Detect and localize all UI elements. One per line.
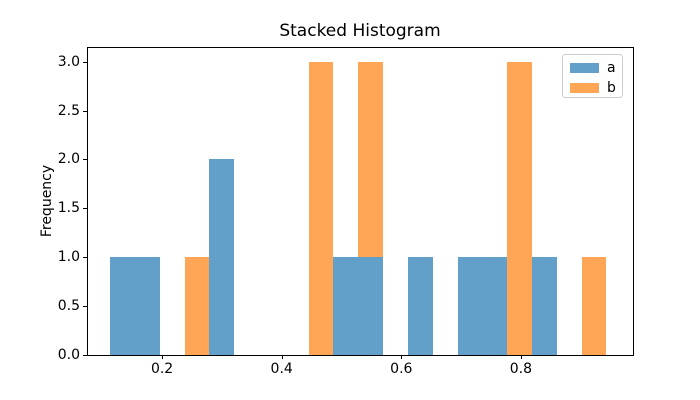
histogram-bar-a	[482, 257, 508, 355]
histogram-bar-b	[581, 257, 607, 355]
x-tick-label: 0.2	[150, 361, 174, 377]
y-tick	[83, 306, 87, 308]
legend-label-b: b	[607, 80, 616, 96]
y-tick-label: 1.0	[57, 249, 80, 266]
x-tick	[401, 355, 403, 359]
histogram-bar-a	[134, 257, 160, 355]
x-tick-label: 0.4	[270, 361, 293, 377]
y-tick-label: 1.5	[57, 200, 80, 217]
legend: a b	[562, 54, 623, 98]
y-tick	[83, 208, 87, 210]
y-tick-label: 0.5	[57, 298, 80, 315]
y-tick	[83, 159, 87, 161]
legend-swatch-a	[570, 63, 599, 73]
y-tick-label: 2.0	[57, 151, 80, 168]
histogram-bar-a	[531, 257, 557, 355]
y-tick	[83, 61, 87, 63]
y-tick	[83, 110, 87, 112]
y-tick	[83, 257, 87, 259]
x-tick	[162, 355, 164, 359]
histogram-bar-a	[209, 159, 235, 355]
histogram-bar-b	[308, 61, 334, 355]
histogram-bar-b	[184, 257, 210, 355]
y-tick-label: 2.5	[57, 102, 80, 119]
y-tick	[83, 355, 87, 356]
y-tick-label: 0.0	[57, 347, 80, 363]
histogram-bar-a	[358, 257, 383, 355]
histogram-bar-b	[507, 61, 532, 355]
legend-swatch-b	[570, 83, 599, 93]
histogram-bar-a	[457, 257, 483, 355]
chart-title: Stacked Histogram	[279, 21, 441, 41]
histogram-bar-a	[333, 257, 359, 355]
x-tick-label: 0.6	[390, 361, 413, 377]
legend-entry-b: b	[570, 78, 622, 98]
x-tick	[281, 355, 283, 359]
x-tick-label: 0.8	[509, 361, 533, 377]
histogram-bar-a	[110, 257, 135, 355]
legend-entry-a: a	[570, 58, 622, 78]
y-tick-label: 3.0	[57, 53, 80, 70]
histogram-bar-b	[358, 61, 383, 258]
legend-label-a: a	[607, 60, 616, 76]
x-tick	[520, 355, 522, 359]
histogram-bar-a	[407, 257, 433, 355]
